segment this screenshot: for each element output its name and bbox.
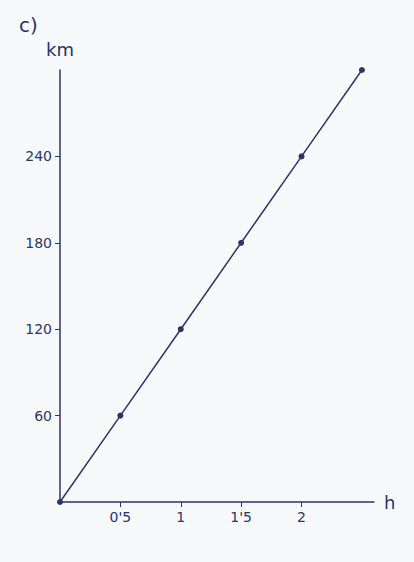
svg-text:60: 60	[34, 408, 52, 424]
svg-text:0'5: 0'5	[110, 509, 132, 525]
svg-text:240: 240	[25, 148, 52, 164]
svg-text:120: 120	[25, 321, 52, 337]
svg-text:1: 1	[176, 509, 185, 525]
svg-text:h: h	[384, 492, 395, 513]
svg-text:km: km	[46, 39, 74, 60]
svg-text:c): c)	[19, 13, 38, 37]
svg-text:1'5: 1'5	[230, 509, 252, 525]
svg-text:2: 2	[297, 509, 306, 525]
svg-text:180: 180	[25, 235, 52, 251]
